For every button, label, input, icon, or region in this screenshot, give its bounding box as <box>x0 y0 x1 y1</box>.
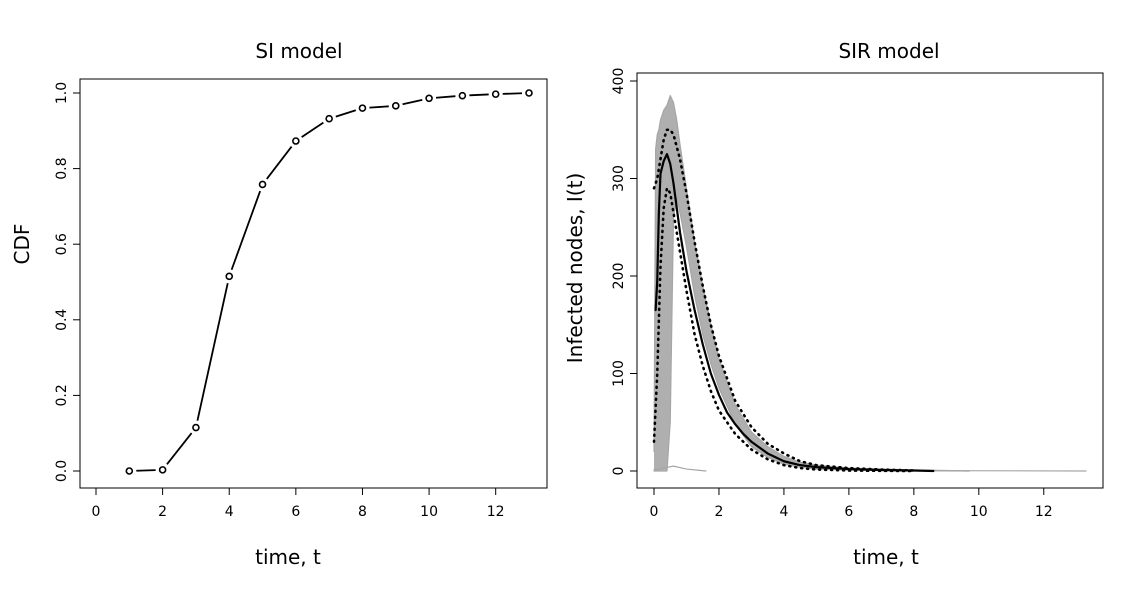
si-line-segment <box>335 109 357 118</box>
sir-x-tick-label: 6 <box>844 504 853 520</box>
sir-y-axis-title: Infected nodes, I(t) <box>563 173 587 364</box>
si-x-tick-label: 10 <box>420 504 438 520</box>
si-point <box>258 180 267 189</box>
sir-model-panel: SIR model 0 2 4 6 8 10 12 0 100 200 300 400 time, … <box>563 39 1104 569</box>
si-line-segment <box>136 469 156 472</box>
si-y-axis: 0.0 0.2 0.4 0.6 0.8 1.0 <box>54 82 81 482</box>
sir-x-tick-label: 4 <box>779 504 788 520</box>
si-point <box>292 137 300 145</box>
sir-y-tick-label: 400 <box>611 68 627 95</box>
sir-x-tick-label: 0 <box>650 504 659 520</box>
sir-title: SIR model <box>838 39 939 63</box>
si-x-tick-label: 0 <box>92 504 101 520</box>
si-model-panel: SI model 0 2 4 6 8 10 12 0.0 0.2 0.4 0.6 0.8 1.0 ti… <box>10 39 548 569</box>
si-point <box>458 91 467 100</box>
si-y-tick-label: 1.0 <box>54 82 70 104</box>
sir-simulation-band <box>654 95 970 471</box>
si-y-tick-label: 0.2 <box>54 384 70 406</box>
si-x-tick-label: 6 <box>291 504 300 520</box>
sir-series-lower-quantile <box>652 186 916 473</box>
si-x-axis-title: time, t <box>255 545 321 569</box>
si-line-segment <box>196 282 229 421</box>
sir-series-upper-quantile <box>652 128 916 472</box>
sir-x-tick-label: 8 <box>909 504 918 520</box>
sir-x-axis: 0 2 4 6 8 10 12 <box>650 487 1053 520</box>
sir-x-tick-label: 10 <box>970 504 988 520</box>
sir-y-tick-label: 300 <box>611 165 627 192</box>
si-x-tick-label: 8 <box>358 504 367 520</box>
sir-series-extinct-run <box>653 465 707 472</box>
si-point <box>158 466 167 474</box>
si-line-segment <box>369 105 389 109</box>
si-line-segment <box>301 121 324 138</box>
si-line-segment <box>469 93 489 97</box>
sir-y-tick-label: 200 <box>611 263 627 290</box>
si-line-segment <box>402 98 423 106</box>
si-point <box>358 104 367 112</box>
si-point <box>525 89 533 97</box>
sir-x-tick-label: 12 <box>1035 504 1053 520</box>
si-x-axis: 0 2 4 6 8 10 12 <box>92 487 505 520</box>
si-plot-box <box>79 78 548 489</box>
si-line-segment <box>230 190 261 271</box>
si-y-tick-label: 0.4 <box>54 309 70 331</box>
si-point <box>391 102 400 110</box>
si-point <box>491 90 500 98</box>
si-x-tick-label: 4 <box>225 504 234 520</box>
si-line-segment <box>435 95 456 99</box>
sir-series <box>652 95 1087 473</box>
si-point <box>425 94 433 103</box>
si-line-segment <box>266 146 293 180</box>
si-point <box>192 423 200 432</box>
si-line-segment <box>166 432 193 465</box>
si-y-axis-title: CDF <box>10 224 34 265</box>
si-line-segment <box>502 92 523 95</box>
si-y-tick-label: 0.6 <box>54 233 70 255</box>
sir-series-mean <box>654 153 935 473</box>
sir-y-axis: 0 100 200 300 400 <box>611 68 638 476</box>
sir-x-tick-label: 2 <box>715 504 724 520</box>
sir-x-axis-title: time, t <box>853 545 919 569</box>
sir-y-tick-label: 100 <box>611 360 627 387</box>
si-series <box>125 89 533 475</box>
si-point <box>225 272 234 281</box>
si-title: SI model <box>255 39 342 63</box>
si-point <box>125 467 134 475</box>
sir-y-tick-label: 0 <box>611 467 627 476</box>
sir-plot-box <box>636 72 1104 489</box>
si-point <box>325 114 333 123</box>
si-x-tick-label: 2 <box>158 504 167 520</box>
si-y-tick-label: 0.8 <box>54 157 70 179</box>
si-y-tick-label: 0.0 <box>54 460 70 482</box>
si-x-tick-label: 12 <box>487 504 505 520</box>
